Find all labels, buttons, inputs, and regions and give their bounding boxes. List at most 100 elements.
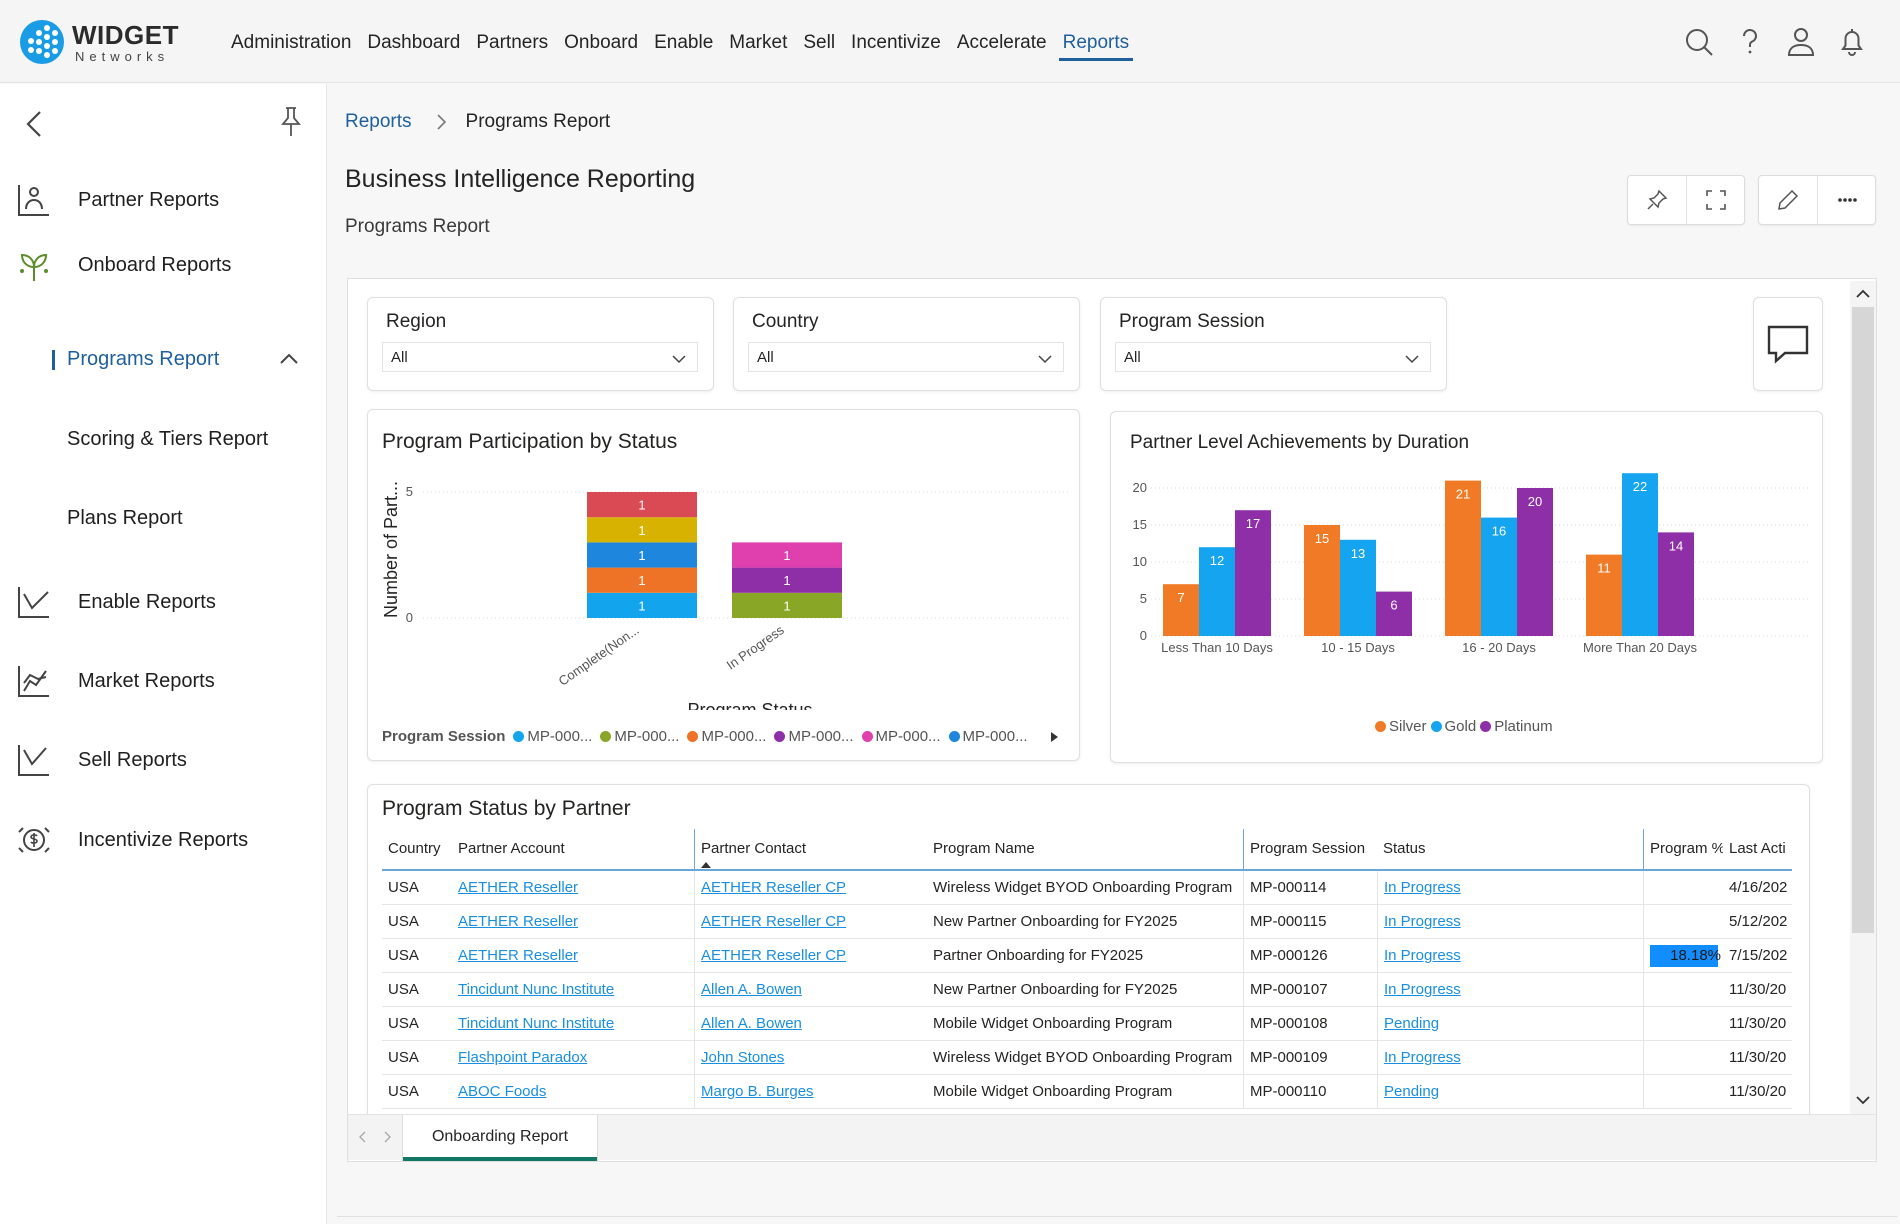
legend-item[interactable]: MP-000...: [861, 728, 941, 745]
sidebar-subitem-programs-report[interactable]: Programs Report: [51, 348, 220, 370]
tab-onboarding-report[interactable]: Onboarding Report: [402, 1115, 598, 1161]
table-row[interactable]: USA AETHER Reseller AETHER Reseller CP Wire…: [382, 870, 1792, 905]
program-session-dropdown[interactable]: All: [1115, 342, 1431, 372]
bar-platinum[interactable]: [1517, 488, 1553, 636]
partner-level-achievements-chart[interactable]: 0 5 10 15 20 7 12 17 Less Than 10 Days 15 13 6 10 - …: [1111, 412, 1824, 712]
cell-status-link[interactable]: Pending: [1384, 1082, 1440, 1100]
cell-partner-account-link[interactable]: ABOC Foods: [458, 1082, 547, 1100]
bar-segment[interactable]: [732, 567, 842, 593]
legend-item[interactable]: MP-000...: [774, 728, 854, 745]
col-country[interactable]: Country: [388, 840, 441, 857]
nav-partners[interactable]: Partners: [476, 32, 549, 53]
cell-partner-contact-link[interactable]: Allen A. Bowen: [701, 980, 802, 998]
cell-partner-contact-link[interactable]: AETHER Reseller CP: [701, 878, 847, 896]
bar-segment[interactable]: [732, 592, 842, 618]
col-status[interactable]: Status: [1383, 840, 1426, 857]
user-profile-icon[interactable]: [1783, 24, 1819, 60]
bar-gold[interactable]: [1481, 517, 1517, 636]
chevron-left-icon[interactable]: [20, 104, 50, 144]
cell-partner-account-link[interactable]: AETHER Reseller: [458, 878, 579, 896]
legend-item[interactable]: MP-000...: [687, 728, 766, 745]
col-program-name[interactable]: Program Name: [933, 840, 1035, 857]
cell-partner-contact-link[interactable]: John Stones: [701, 1048, 785, 1066]
cell-status-link[interactable]: In Progress: [1384, 878, 1461, 896]
sidebar-subitem-plans-report[interactable]: Plans Report: [67, 507, 183, 529]
cell-partner-account-link[interactable]: Tincidunt Nunc Institute: [458, 1014, 615, 1032]
bar-gold[interactable]: [1199, 547, 1235, 636]
cell-partner-account-link[interactable]: Flashpoint Paradox: [458, 1048, 588, 1066]
bar-segment[interactable]: [732, 542, 842, 568]
country-dropdown[interactable]: All: [748, 342, 1064, 372]
scroll-up-icon[interactable]: [1854, 285, 1872, 303]
bar-platinum[interactable]: [1235, 510, 1271, 636]
pin-report-button[interactable]: [1628, 176, 1686, 224]
nav-administration[interactable]: Administration: [231, 32, 352, 53]
report-scrollbar[interactable]: [1850, 281, 1876, 1114]
col-partner-contact[interactable]: Partner Contact: [694, 829, 927, 869]
cell-status-link[interactable]: Pending: [1384, 1014, 1440, 1032]
col-program-pct[interactable]: Program %: [1643, 829, 1723, 869]
tab-prev-icon[interactable]: [358, 1131, 368, 1143]
nav-onboard[interactable]: Onboard: [564, 32, 639, 53]
edit-report-button[interactable]: [1759, 176, 1817, 224]
nav-sell[interactable]: Sell: [803, 32, 836, 53]
bar-segment[interactable]: [587, 492, 697, 518]
bar-segment[interactable]: [587, 592, 697, 618]
bar-silver[interactable]: [1163, 584, 1199, 636]
bar-platinum[interactable]: [1376, 591, 1412, 636]
table-row[interactable]: USA Tincidunt Nunc Institute Allen A. Bowe…: [382, 1006, 1792, 1041]
cell-status-link[interactable]: In Progress: [1384, 980, 1461, 998]
col-partner-account[interactable]: Partner Account: [458, 840, 565, 857]
legend-item-silver[interactable]: Silver: [1375, 718, 1427, 735]
nav-enable[interactable]: Enable: [654, 32, 714, 53]
table-row[interactable]: USA ABOC Foods Margo B. Burges Mobile Widge…: [382, 1074, 1792, 1109]
legend-item[interactable]: MP-000...: [600, 728, 679, 745]
sidebar-item-sell-reports[interactable]: Sell Reports: [16, 740, 187, 780]
brand-logo[interactable]: WIDGET Networks: [20, 20, 179, 64]
breadcrumb-reports-link[interactable]: Reports: [345, 111, 412, 132]
legend-item-platinum[interactable]: Platinum: [1480, 718, 1553, 735]
legend-item[interactable]: MP-000...: [948, 728, 1028, 745]
bar-silver[interactable]: [1304, 525, 1340, 636]
sidebar-item-incentivize-reports[interactable]: Incentivize Reports: [16, 820, 248, 860]
nav-accelerate[interactable]: Accelerate: [956, 32, 1047, 53]
table-row[interactable]: USA Flashpoint Paradox John Stones Wireless…: [382, 1040, 1792, 1075]
col-program-session[interactable]: Program Session: [1243, 829, 1377, 869]
cell-partner-contact-link[interactable]: AETHER Reseller CP: [701, 946, 847, 964]
bar-platinum[interactable]: [1658, 532, 1694, 636]
sidebar-item-partner-reports[interactable]: Partner Reports: [16, 180, 219, 220]
legend-item-gold[interactable]: Gold: [1430, 718, 1476, 735]
cell-partner-contact-link[interactable]: AETHER Reseller CP: [701, 912, 847, 930]
fullscreen-button[interactable]: [1686, 176, 1744, 224]
table-row[interactable]: USA Tincidunt Nunc Institute Allen A. Bowe…: [382, 972, 1792, 1007]
notification-bell-icon[interactable]: [1834, 24, 1870, 60]
more-options-button[interactable]: [1817, 176, 1875, 224]
nav-reports[interactable]: Reports: [1058, 0, 1133, 83]
scroll-thumb[interactable]: [1852, 307, 1874, 933]
bar-silver[interactable]: [1586, 554, 1622, 636]
scroll-down-icon[interactable]: [1854, 1091, 1872, 1109]
cell-status-link[interactable]: In Progress: [1384, 912, 1461, 930]
sidebar-item-onboard-reports[interactable]: Onboard Reports: [16, 245, 231, 285]
bar-silver[interactable]: [1445, 480, 1481, 636]
chevron-up-icon[interactable]: [277, 347, 301, 371]
sidebar-subitem-scoring-tiers-report[interactable]: Scoring & Tiers Report: [67, 428, 269, 450]
program-participation-chart[interactable]: Number of Part... Program Status 0 5 1 1 1 1 1…: [368, 410, 1081, 710]
comments-button[interactable]: [1753, 297, 1823, 391]
cell-status-link[interactable]: In Progress: [1384, 1048, 1461, 1066]
cell-status-link[interactable]: In Progress: [1384, 946, 1461, 964]
sidebar-item-market-reports[interactable]: Market Reports: [16, 661, 215, 701]
pin-icon[interactable]: [276, 104, 306, 140]
bar-gold[interactable]: [1340, 539, 1376, 636]
nav-dashboard[interactable]: Dashboard: [367, 32, 461, 53]
region-dropdown[interactable]: All: [382, 342, 698, 372]
table-row[interactable]: USA AETHER Reseller AETHER Reseller CP New …: [382, 904, 1792, 939]
col-last-activity[interactable]: Last Acti: [1729, 840, 1786, 857]
cell-partner-account-link[interactable]: Tincidunt Nunc Institute: [458, 980, 615, 998]
sidebar-item-enable-reports[interactable]: Enable Reports: [16, 582, 216, 622]
tab-next-icon[interactable]: [382, 1131, 392, 1143]
legend-next-arrow-icon[interactable]: [1048, 731, 1060, 743]
nav-incentivize[interactable]: Incentivize: [851, 32, 941, 53]
cell-partner-contact-link[interactable]: Allen A. Bowen: [701, 1014, 802, 1032]
cell-partner-account-link[interactable]: AETHER Reseller: [458, 912, 579, 930]
